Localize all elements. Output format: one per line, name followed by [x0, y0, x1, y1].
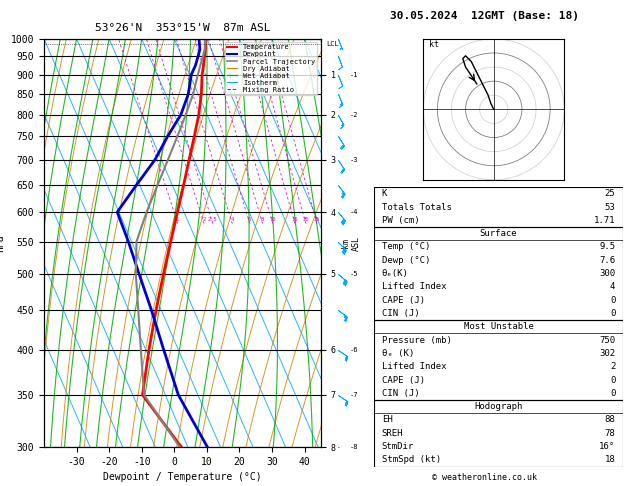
- Text: 30.05.2024  12GMT (Base: 18): 30.05.2024 12GMT (Base: 18): [390, 11, 579, 21]
- Text: 2.5: 2.5: [208, 217, 218, 223]
- Text: StmDir: StmDir: [382, 442, 414, 451]
- Text: -8: -8: [350, 444, 358, 450]
- Text: SREH: SREH: [382, 429, 403, 438]
- Text: 78: 78: [604, 429, 615, 438]
- Text: 10: 10: [269, 217, 276, 223]
- Text: kt: kt: [429, 40, 439, 50]
- Text: θₑ(K): θₑ(K): [382, 269, 409, 278]
- Bar: [374, 187, 623, 227]
- Text: CIN (J): CIN (J): [382, 389, 420, 398]
- Text: 16°: 16°: [599, 442, 615, 451]
- Text: -2: -2: [350, 112, 358, 118]
- Text: Lifted Index: Lifted Index: [382, 282, 446, 292]
- Text: 1: 1: [175, 217, 179, 223]
- Text: Most Unstable: Most Unstable: [464, 322, 533, 331]
- Text: 9.5: 9.5: [599, 243, 615, 251]
- Text: 20: 20: [303, 217, 309, 223]
- Text: 0: 0: [610, 295, 615, 305]
- Text: Pressure (mb): Pressure (mb): [382, 336, 452, 345]
- Text: CAPE (J): CAPE (J): [382, 376, 425, 384]
- Text: 2: 2: [202, 217, 205, 223]
- Text: © weatheronline.co.uk: © weatheronline.co.uk: [432, 473, 537, 482]
- Text: 2: 2: [610, 362, 615, 371]
- Text: -1: -1: [350, 71, 358, 78]
- Text: 750: 750: [599, 336, 615, 345]
- Text: 8: 8: [260, 217, 264, 223]
- Text: PW (cm): PW (cm): [382, 216, 420, 225]
- Text: StmSpd (kt): StmSpd (kt): [382, 455, 441, 465]
- Text: EH: EH: [382, 416, 392, 424]
- Text: CAPE (J): CAPE (J): [382, 295, 425, 305]
- Text: Dewp (°C): Dewp (°C): [382, 256, 430, 265]
- Text: -7: -7: [350, 392, 358, 398]
- Text: -4: -4: [350, 209, 358, 215]
- Text: -6: -6: [350, 347, 358, 352]
- Text: 4: 4: [230, 217, 233, 223]
- Text: 0: 0: [610, 309, 615, 318]
- Text: -5: -5: [350, 271, 358, 277]
- Text: LCL: LCL: [326, 41, 339, 47]
- Text: 88: 88: [604, 416, 615, 424]
- Text: 16: 16: [291, 217, 298, 223]
- Text: CIN (J): CIN (J): [382, 309, 420, 318]
- Text: 0: 0: [610, 389, 615, 398]
- Bar: [374, 320, 623, 400]
- Text: 18: 18: [604, 455, 615, 465]
- Text: K: K: [382, 189, 387, 198]
- Text: 4: 4: [610, 282, 615, 292]
- Text: Temp (°C): Temp (°C): [382, 243, 430, 251]
- Title: 53°26'N  353°15'W  87m ASL: 53°26'N 353°15'W 87m ASL: [94, 22, 270, 33]
- Y-axis label: km
ASL: km ASL: [341, 236, 360, 250]
- Text: 300: 300: [599, 269, 615, 278]
- Text: 53: 53: [604, 203, 615, 211]
- Bar: [374, 400, 623, 467]
- Text: 1.71: 1.71: [594, 216, 615, 225]
- Y-axis label: hPa: hPa: [0, 234, 5, 252]
- Text: 6: 6: [248, 217, 251, 223]
- Text: Totals Totals: Totals Totals: [382, 203, 452, 211]
- Bar: [374, 227, 623, 320]
- Legend: Temperature, Dewpoint, Parcel Trajectory, Dry Adiabat, Wet Adiabat, Isotherm, Mi: Temperature, Dewpoint, Parcel Trajectory…: [225, 42, 317, 95]
- Text: -3: -3: [350, 157, 358, 163]
- Text: Surface: Surface: [480, 229, 517, 238]
- Text: Lifted Index: Lifted Index: [382, 362, 446, 371]
- Text: 25: 25: [313, 217, 320, 223]
- Text: θₑ (K): θₑ (K): [382, 349, 414, 358]
- Text: 25: 25: [604, 189, 615, 198]
- Text: Hodograph: Hodograph: [474, 402, 523, 411]
- Text: 302: 302: [599, 349, 615, 358]
- Text: 0: 0: [610, 376, 615, 384]
- X-axis label: Dewpoint / Temperature (°C): Dewpoint / Temperature (°C): [103, 472, 262, 483]
- Text: 7.6: 7.6: [599, 256, 615, 265]
